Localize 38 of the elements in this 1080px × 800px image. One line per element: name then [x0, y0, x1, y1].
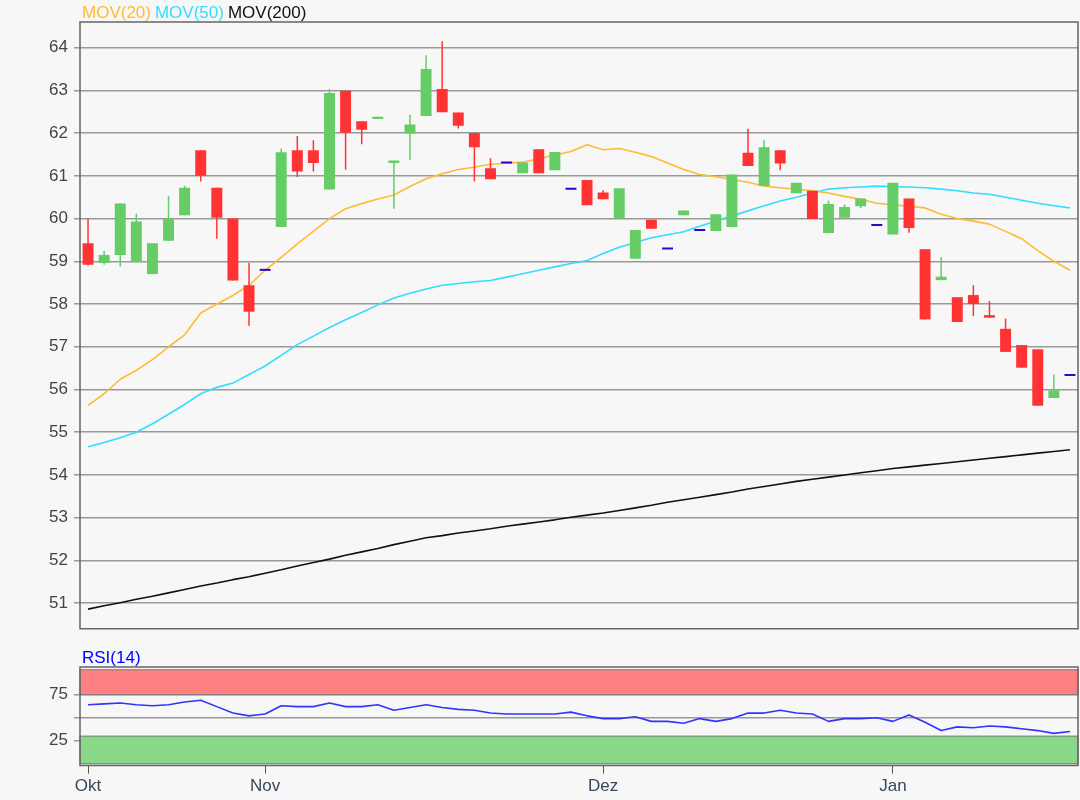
- y-tick-label: 56: [49, 379, 68, 399]
- text: MOV(20): [82, 3, 151, 22]
- candlestick: [356, 120, 368, 145]
- chart-title: RSI(14): [82, 648, 141, 667]
- candlestick: [291, 135, 303, 178]
- x-tick-label: Jan: [879, 776, 907, 796]
- y-tick-label: 25: [49, 730, 68, 750]
- candlestick: [742, 128, 754, 167]
- x-tick-label: Nov: [250, 776, 281, 796]
- candlestick: [1016, 344, 1028, 369]
- y-tick-label: 58: [49, 293, 68, 313]
- y-tick-label: 75: [49, 684, 68, 704]
- y-tick-label: 60: [49, 208, 68, 228]
- candlestick: [1000, 317, 1012, 353]
- candlestick: [967, 284, 979, 317]
- text: MOV(50): [154, 3, 224, 22]
- candlestick: [163, 195, 175, 242]
- x-tick-label: Okt: [74, 776, 102, 796]
- candlestick: [436, 40, 448, 113]
- candlestick: [468, 132, 480, 183]
- y-tick-label: 61: [49, 165, 68, 185]
- candlestick: [388, 159, 400, 210]
- y-tick-label: 52: [49, 550, 68, 570]
- y-tick-label: 55: [49, 421, 68, 441]
- candlestick: [82, 217, 94, 267]
- y-tick-label: 57: [49, 336, 68, 356]
- y-tick-label: 62: [49, 122, 68, 142]
- text: MOV(200): [227, 3, 307, 22]
- y-tick-label: 54: [49, 464, 68, 484]
- y-tick-label: 63: [49, 80, 68, 100]
- y-tick-label: 53: [49, 507, 68, 527]
- x-tick-label: Dez: [588, 776, 619, 796]
- y-tick-label: 64: [49, 37, 68, 57]
- candlestick: [404, 113, 416, 161]
- y-tick-label: 59: [49, 250, 68, 270]
- candlestick: [774, 149, 786, 172]
- candlestick: [307, 139, 319, 173]
- y-tick-label: 51: [49, 592, 68, 612]
